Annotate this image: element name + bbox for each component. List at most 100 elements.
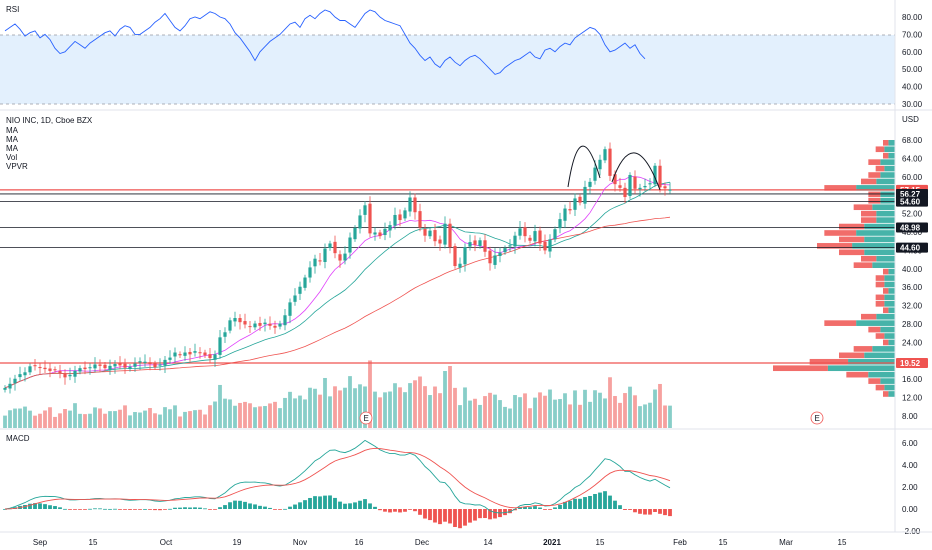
macd-histogram-bar [458, 509, 462, 529]
vpvr-bar-up [880, 326, 895, 333]
candle-body [143, 361, 147, 363]
macd-histogram-bar [383, 509, 387, 512]
vpvr-bar-down [861, 217, 877, 223]
volume-bar [353, 388, 357, 428]
macd-histogram-bar [108, 508, 112, 510]
vpvr-bar-up [848, 358, 895, 365]
volume-bar [558, 399, 562, 428]
macd-histogram-bar [268, 507, 272, 509]
volume-bar [338, 390, 342, 428]
candle-body [588, 181, 592, 187]
volume-bar [408, 383, 412, 428]
price-tick-label: 48.00 [902, 228, 923, 237]
volume-bar [268, 403, 272, 428]
macd-histogram-bar [78, 509, 82, 510]
volume-bar [73, 403, 77, 428]
macd-histogram-bar [43, 504, 47, 509]
candle-body [108, 365, 112, 370]
candle-body [503, 248, 507, 253]
candle-body [78, 368, 82, 372]
macd-histogram-bar [218, 507, 222, 509]
price-tick-label: 36.00 [902, 283, 923, 292]
indicator-label: VPVR [6, 162, 28, 171]
macd-histogram-bar [343, 503, 347, 509]
time-axis-label: Mar [779, 538, 793, 547]
volume-bar [108, 411, 112, 428]
macd-histogram-bar [88, 508, 92, 510]
candle-body [628, 174, 632, 196]
price-tick-label: 64.00 [902, 154, 923, 163]
signal-line [4, 447, 671, 510]
candle-body [618, 185, 622, 188]
candle-body [293, 295, 297, 302]
macd-histogram-bar [28, 503, 32, 509]
volume-bar [308, 387, 312, 428]
candle-body [53, 369, 57, 371]
candle-body [563, 208, 567, 221]
macd-histogram-bar [378, 509, 382, 511]
macd-tick-label: 4.00 [902, 461, 918, 470]
volume-bar [198, 409, 202, 428]
volume-bar [13, 408, 17, 428]
vpvr-bar-down [839, 352, 865, 359]
candle-body [243, 321, 247, 325]
volume-bar [23, 406, 27, 428]
candle-body [518, 228, 522, 236]
macd-histogram-bar [663, 509, 667, 516]
macd-histogram-bar [518, 507, 522, 509]
volume-bar [173, 405, 177, 428]
time-axis-label: Nov [293, 538, 307, 547]
macd-histogram-bar [48, 505, 52, 509]
macd-histogram-bar [278, 509, 282, 510]
volume-bar [28, 410, 32, 428]
time-axis-label: 15 [838, 538, 847, 547]
candle-body [578, 196, 582, 203]
vpvr-bar-up [884, 333, 895, 339]
candle-body [438, 239, 442, 244]
volume-bar [193, 410, 197, 428]
price-tick-label: 52.00 [902, 210, 923, 219]
candle-body [343, 253, 347, 261]
candle-body [18, 374, 22, 378]
rsi-tick-label: 70.00 [902, 30, 923, 39]
macd-histogram-bar [138, 509, 142, 510]
volume-bar [223, 398, 227, 428]
volume-bar [603, 398, 607, 428]
volume-bar [563, 393, 567, 428]
candle-body [558, 219, 562, 229]
candle-body [603, 149, 607, 161]
candle-body [168, 357, 172, 360]
volume-bar [3, 415, 7, 428]
vpvr-bar-down [875, 294, 885, 301]
candle-body [323, 248, 327, 262]
macd-histogram-bar [38, 503, 42, 509]
macd-histogram-bar [523, 506, 527, 509]
volume-bar [253, 407, 257, 428]
volume-bar [503, 406, 507, 428]
macd-histogram-bar [618, 505, 622, 509]
volume-bar [388, 391, 392, 428]
macd-histogram-bar [398, 509, 402, 513]
vpvr-bar-down [868, 326, 881, 333]
macd-histogram-bar [193, 507, 197, 509]
macd-tick-label: 0.00 [902, 505, 918, 514]
volume-bar [498, 400, 502, 428]
vpvr-bar-up [880, 378, 895, 384]
volume-bar [188, 411, 192, 428]
candle-body [223, 332, 227, 337]
price-tick-label: 60.00 [902, 173, 923, 182]
candle-body [648, 183, 652, 185]
time-axis-label: Oct [160, 538, 173, 547]
volume-bar [128, 415, 132, 428]
volume-bar [668, 405, 672, 428]
vpvr-bar-down [875, 333, 885, 339]
volume-bar [653, 389, 657, 428]
vpvr-bar-up [880, 172, 895, 178]
macd-histogram-bar [288, 506, 292, 509]
volume-profile [773, 140, 895, 397]
